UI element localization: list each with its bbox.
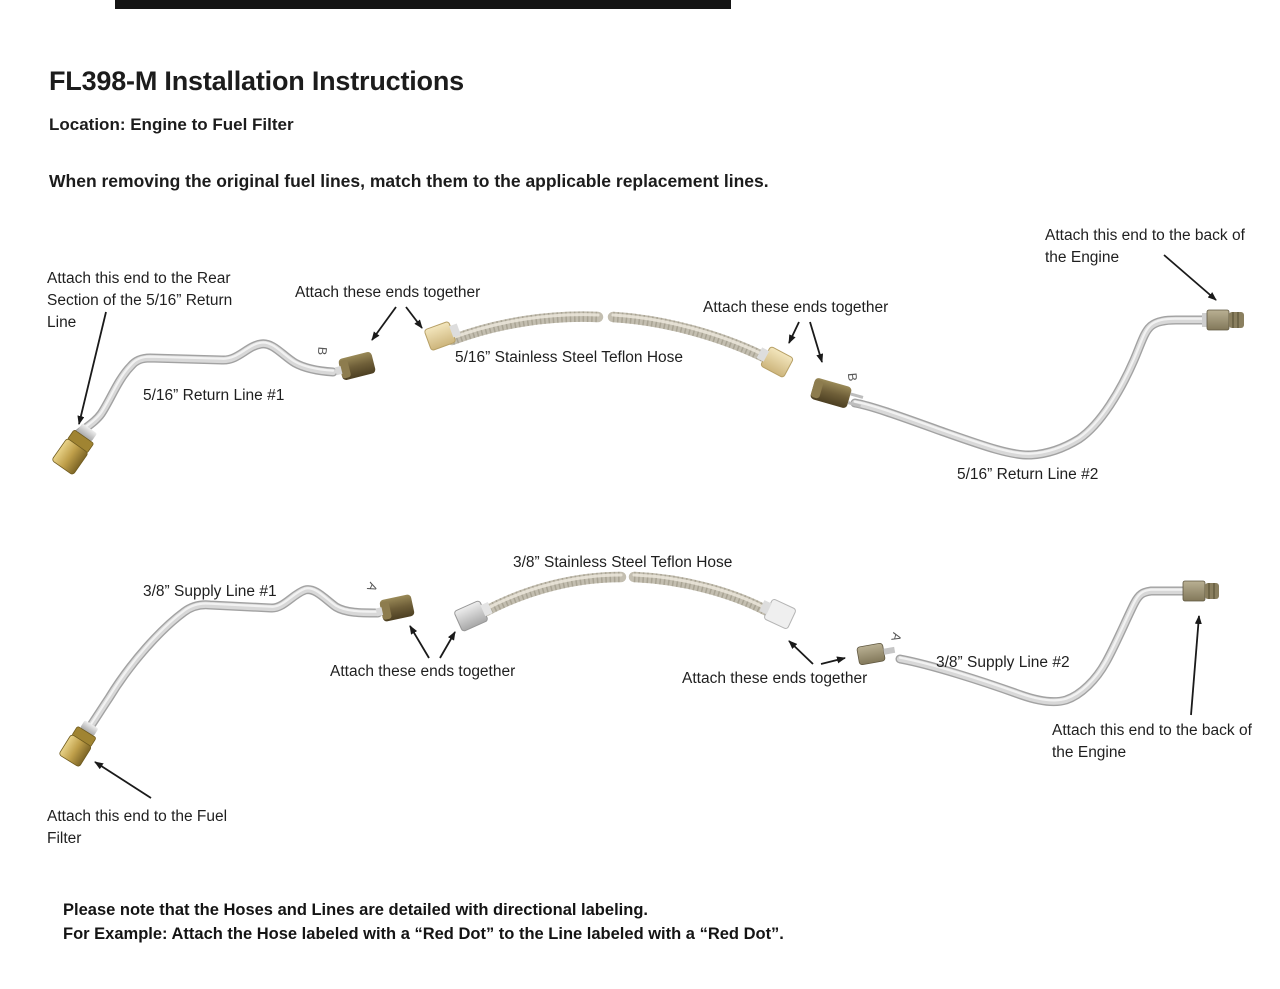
label-engine-bottom: Attach this end to the back of the Engin…: [1052, 722, 1252, 761]
arrow-engine-top: [1163, 254, 1217, 301]
return-line-2-start-fitting: [810, 378, 864, 408]
return-hose-right-nut: [756, 346, 794, 378]
label-engine-top: Attach this end to the back of the Engin…: [1045, 227, 1245, 266]
arrow-together-top-left-a: [371, 306, 397, 341]
supply-line-1-tube: [88, 588, 378, 730]
return-line-2-engine-fitting: [1202, 309, 1244, 331]
footer-note-line-1: Please note that the Hoses and Lines are…: [63, 901, 648, 919]
supply-line-2-engine-fitting: [1182, 580, 1219, 602]
arrow-together-top-right-a: [788, 321, 800, 344]
supply-line-2-tube: [900, 590, 1186, 702]
arrow-engine-bottom: [1190, 615, 1202, 716]
return-hose-left-nut: [424, 321, 461, 351]
page-title: FL398-M Installation Instructions: [49, 66, 464, 96]
label-together-top-right: Attach these ends together: [703, 299, 889, 316]
supply-hose-right-nut: [759, 599, 796, 629]
label-return-line-1: 5/16” Return Line #1: [143, 387, 285, 404]
arrow-together-bottom-left-b: [439, 631, 456, 659]
arrow-together-top-right-b: [809, 321, 824, 363]
return-line-1-rear-fitting: [52, 423, 97, 475]
supply-line-1-filter-fitting: [59, 720, 98, 767]
scan-edge-bar: [115, 0, 731, 9]
label-attach-rear-section: Attach this end to the Rear Section of t…: [47, 270, 233, 331]
arrow-rear-section: [77, 311, 107, 425]
supply-line-1-end-fitting: [375, 594, 415, 622]
label-supply-line-1: 3/8” Supply Line #1: [143, 583, 277, 600]
label-fuel-filter: Attach this end to the Fuel Filter: [47, 808, 228, 847]
supply-hose-left-nut: [454, 600, 493, 632]
arrow-fuel-filter: [94, 761, 152, 799]
label-supply-hose: 3/8” Stainless Steel Teflon Hose: [513, 554, 733, 571]
footer-note-line-2: For Example: Attach the Hose labeled wit…: [63, 925, 784, 943]
label-together-top-left: Attach these ends together: [295, 284, 481, 301]
label-return-hose: 5/16” Stainless Steel Teflon Hose: [455, 349, 684, 366]
arrow-together-bottom-right-b: [820, 656, 846, 665]
supply-line-2-start-fitting: [856, 642, 896, 666]
direction-marker-b1: B: [314, 346, 330, 356]
label-together-bottom-left: Attach these ends together: [330, 663, 516, 680]
label-return-line-2: 5/16” Return Line #2: [957, 466, 1099, 483]
direction-marker-b2: B: [844, 372, 860, 382]
arrow-together-top-left-b: [405, 306, 423, 329]
location-subtitle: Location: Engine to Fuel Filter: [49, 115, 294, 134]
label-together-bottom-right: Attach these ends together: [682, 670, 868, 687]
return-line-2-tube: [855, 319, 1206, 455]
intro-instruction: When removing the original fuel lines, m…: [49, 171, 769, 191]
label-supply-line-2: 3/8” Supply Line #2: [936, 654, 1070, 671]
arrow-together-bottom-right-a: [788, 640, 814, 665]
arrow-together-bottom-left-a: [409, 625, 430, 659]
return-line-1-end-fitting: [334, 352, 376, 380]
supply-braided-hose: [486, 575, 769, 612]
